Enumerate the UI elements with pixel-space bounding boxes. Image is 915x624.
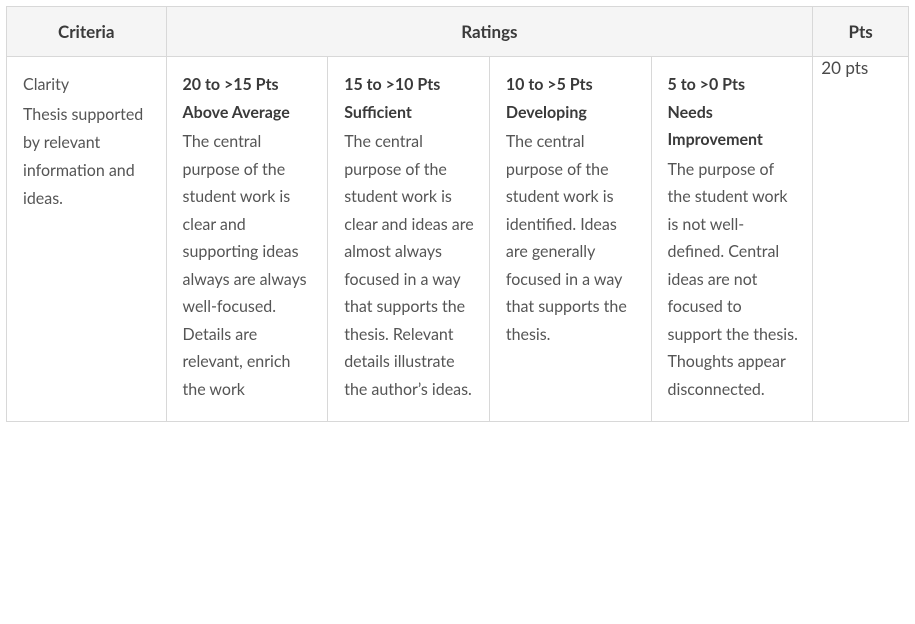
rating-description: The purpose of the student work is not w…: [668, 160, 798, 399]
header-ratings: Ratings: [166, 7, 813, 57]
rubric-row: Clarity Thesis supported by relevant inf…: [7, 57, 909, 422]
rating-cell: 5 to >0 Pts Needs Improvement The purpos…: [651, 57, 813, 422]
rating-pts-text: 20 to >15 Pts: [183, 71, 314, 99]
rating-description: The central purpose of the student work …: [183, 132, 307, 399]
rating-label: Above Average: [183, 99, 314, 127]
rating-description: The central purpose of the student work …: [344, 132, 473, 399]
rubric-table: Criteria Ratings Pts Clarity Thesis supp…: [6, 6, 909, 422]
rating-description: The central purpose of the student work …: [506, 132, 627, 344]
pts-cell: 20 pts: [813, 57, 909, 422]
header-criteria: Criteria: [7, 7, 167, 57]
header-pts: Pts: [813, 7, 909, 57]
rating-pts-text: 10 to >5 Pts: [506, 71, 637, 99]
rating-label: Needs Improvement: [668, 99, 799, 154]
rating-cell: 20 to >15 Pts Above Average The central …: [166, 57, 328, 422]
rating-pts-text: 5 to >0 Pts: [668, 71, 799, 99]
rating-cell: 10 to >5 Pts Developing The central purp…: [489, 57, 651, 422]
rubric-header-row: Criteria Ratings Pts: [7, 7, 909, 57]
rating-cell: 15 to >10 Pts Sufficient The central pur…: [328, 57, 490, 422]
criteria-title: Clarity: [23, 71, 152, 99]
rating-label: Developing: [506, 99, 637, 127]
criteria-cell: Clarity Thesis supported by relevant inf…: [7, 57, 167, 422]
rating-label: Sufficient: [344, 99, 475, 127]
rating-pts-text: 15 to >10 Pts: [344, 71, 475, 99]
criteria-description: Thesis supported by relevant information…: [23, 105, 143, 208]
